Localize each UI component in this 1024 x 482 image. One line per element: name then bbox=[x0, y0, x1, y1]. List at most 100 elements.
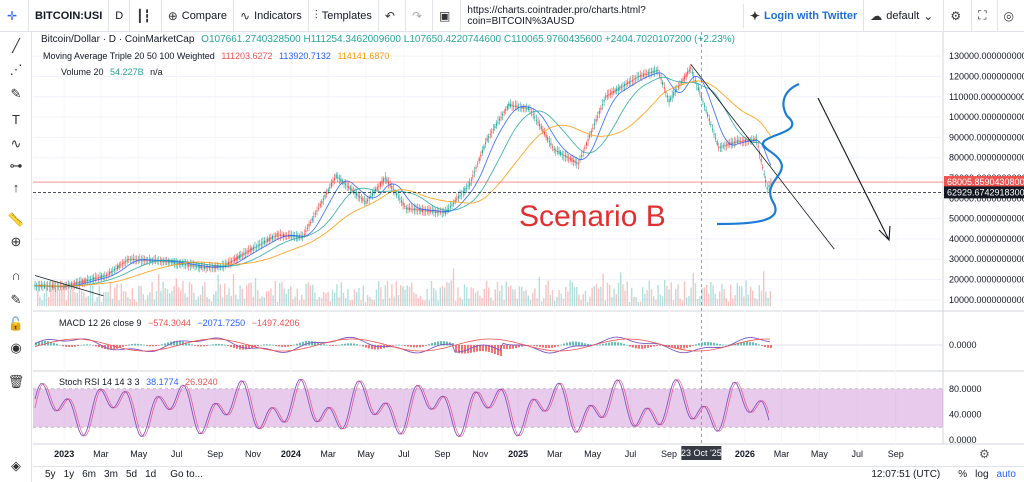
lock-icon[interactable]: 🔓 bbox=[7, 316, 25, 331]
symbol-search[interactable]: BITCOIN:USI bbox=[29, 0, 110, 31]
fib-icon[interactable]: ⋰ bbox=[9, 62, 23, 77]
stay-in-drawing-icon[interactable]: ✎ bbox=[10, 292, 22, 307]
candle bbox=[170, 261, 172, 263]
macd-histogram-bar bbox=[263, 344, 265, 346]
volume-bar bbox=[371, 299, 373, 306]
candle bbox=[765, 180, 767, 183]
bar-type-icon[interactable]: ┃┇ bbox=[130, 0, 162, 31]
volume-bar bbox=[252, 296, 254, 306]
candle bbox=[718, 146, 720, 149]
macd-histogram-bar bbox=[557, 345, 559, 347]
trend-line-icon[interactable]: ╱ bbox=[12, 38, 20, 53]
candle bbox=[722, 145, 725, 147]
volume-bar bbox=[655, 299, 657, 306]
scenario-annotation[interactable]: Scenario B bbox=[519, 200, 666, 233]
templates-button[interactable]: ⫶ Templates bbox=[309, 0, 379, 31]
candle bbox=[112, 270, 114, 272]
candle bbox=[115, 268, 117, 270]
ma1-value: 111203.6272 bbox=[221, 51, 273, 61]
macd-histogram-bar bbox=[620, 342, 622, 346]
chart-canvas[interactable]: 130000.0000000000 120000.0000000000 110000… bbox=[33, 32, 1024, 466]
candle bbox=[603, 100, 605, 102]
volume-bar bbox=[338, 296, 340, 306]
eye-icon[interactable]: ◉ bbox=[10, 340, 22, 355]
range-1y[interactable]: 1y bbox=[63, 469, 75, 480]
volume-bar bbox=[118, 300, 120, 306]
macd-histogram-bar bbox=[401, 344, 403, 346]
percent-toggle[interactable]: % bbox=[958, 469, 968, 480]
auto-toggle[interactable]: auto bbox=[996, 469, 1016, 480]
range-3m[interactable]: 3m bbox=[104, 469, 118, 480]
compare-button[interactable]: ⊕ Compare bbox=[162, 0, 234, 31]
candle bbox=[676, 89, 678, 91]
gear-icon[interactable]: ⚙ bbox=[944, 0, 973, 31]
pattern-icon[interactable]: ∿ bbox=[10, 136, 22, 151]
candle bbox=[376, 186, 378, 190]
macd-histogram-bar bbox=[212, 344, 214, 346]
url-field[interactable]: https://charts.cointrader.pro/charts.htm… bbox=[461, 3, 744, 28]
volume-bar bbox=[444, 287, 446, 306]
undo-icon[interactable]: ↶ bbox=[379, 0, 406, 31]
ruler-icon[interactable]: 📏 bbox=[7, 212, 25, 227]
volume-bar bbox=[532, 293, 534, 306]
candle bbox=[316, 210, 318, 212]
volume-bar bbox=[213, 294, 215, 306]
twitter-label: Login with Twitter bbox=[763, 9, 858, 22]
candle bbox=[736, 140, 738, 143]
range-6m[interactable]: 6m bbox=[82, 469, 97, 480]
layout-dropdown[interactable]: ☁ default ⌄ bbox=[864, 0, 945, 31]
macd-histogram-bar bbox=[602, 343, 604, 346]
volume-bar bbox=[125, 291, 127, 306]
candle bbox=[438, 210, 440, 213]
magnet-icon[interactable]: ∩ bbox=[11, 268, 21, 283]
macd-histogram-bar bbox=[647, 345, 649, 348]
log-toggle[interactable]: log bbox=[975, 469, 989, 480]
macd-value-1: −574.3044 bbox=[148, 318, 191, 328]
volume-bar bbox=[587, 301, 589, 306]
fullscreen-icon[interactable]: ⛶ bbox=[972, 0, 998, 31]
arrow-icon[interactable]: ↑ bbox=[12, 180, 20, 195]
twitter-login-button[interactable]: ✦ Login with Twitter bbox=[744, 0, 865, 31]
volume-bar bbox=[516, 298, 518, 306]
brush-icon[interactable]: ✎ bbox=[10, 86, 22, 101]
interval-button[interactable]: D bbox=[109, 0, 131, 31]
candle bbox=[234, 258, 236, 262]
trash-icon[interactable]: 🗑 bbox=[7, 374, 25, 389]
candle bbox=[571, 158, 573, 162]
macd-histogram-bar bbox=[674, 345, 676, 349]
volume-bar bbox=[301, 294, 303, 306]
zoom-icon[interactable]: ⊕ bbox=[10, 234, 22, 249]
layers-icon[interactable]: ◈ bbox=[11, 458, 21, 473]
macd-histogram-bar bbox=[611, 342, 613, 346]
candle bbox=[335, 174, 337, 178]
volume-bar bbox=[617, 282, 620, 306]
volume-bar bbox=[336, 284, 338, 306]
redo-icon[interactable]: ↷ bbox=[406, 0, 434, 31]
candle bbox=[673, 92, 675, 96]
indicators-button[interactable]: ∿ Indicators bbox=[234, 0, 309, 31]
screenshot-icon[interactable]: ▣ bbox=[433, 0, 462, 31]
candle bbox=[183, 263, 185, 265]
projection-icon[interactable]: ⊶ bbox=[9, 158, 23, 173]
volume-bar bbox=[70, 288, 72, 306]
crosshair-icon[interactable]: ✛ bbox=[0, 0, 30, 31]
macd-histogram-bar bbox=[197, 345, 199, 347]
candle bbox=[199, 264, 201, 269]
range-1d[interactable]: 1d bbox=[145, 469, 157, 480]
range-5d[interactable]: 5d bbox=[125, 469, 138, 480]
candle bbox=[343, 181, 345, 184]
volume-bar bbox=[98, 285, 100, 306]
macd-histogram-bar bbox=[737, 342, 739, 346]
top-toolbar: ✛ BITCOIN:USI D ┃┇ ⊕ Compare ∿ Indicators … bbox=[0, 0, 1024, 32]
candle bbox=[408, 207, 411, 210]
range-5y[interactable]: 5y bbox=[45, 469, 56, 480]
candle bbox=[318, 207, 320, 209]
chart-area[interactable]: 130000.0000000000 120000.0000000000 110000… bbox=[33, 32, 1024, 482]
candle bbox=[82, 280, 84, 283]
snapshot-icon[interactable]: ◎ bbox=[1003, 8, 1014, 23]
candle bbox=[743, 139, 745, 142]
text-icon[interactable]: T bbox=[12, 112, 20, 127]
candle bbox=[534, 116, 536, 118]
goto-button[interactable]: Go to... bbox=[170, 469, 203, 480]
volume-bar bbox=[94, 301, 96, 306]
